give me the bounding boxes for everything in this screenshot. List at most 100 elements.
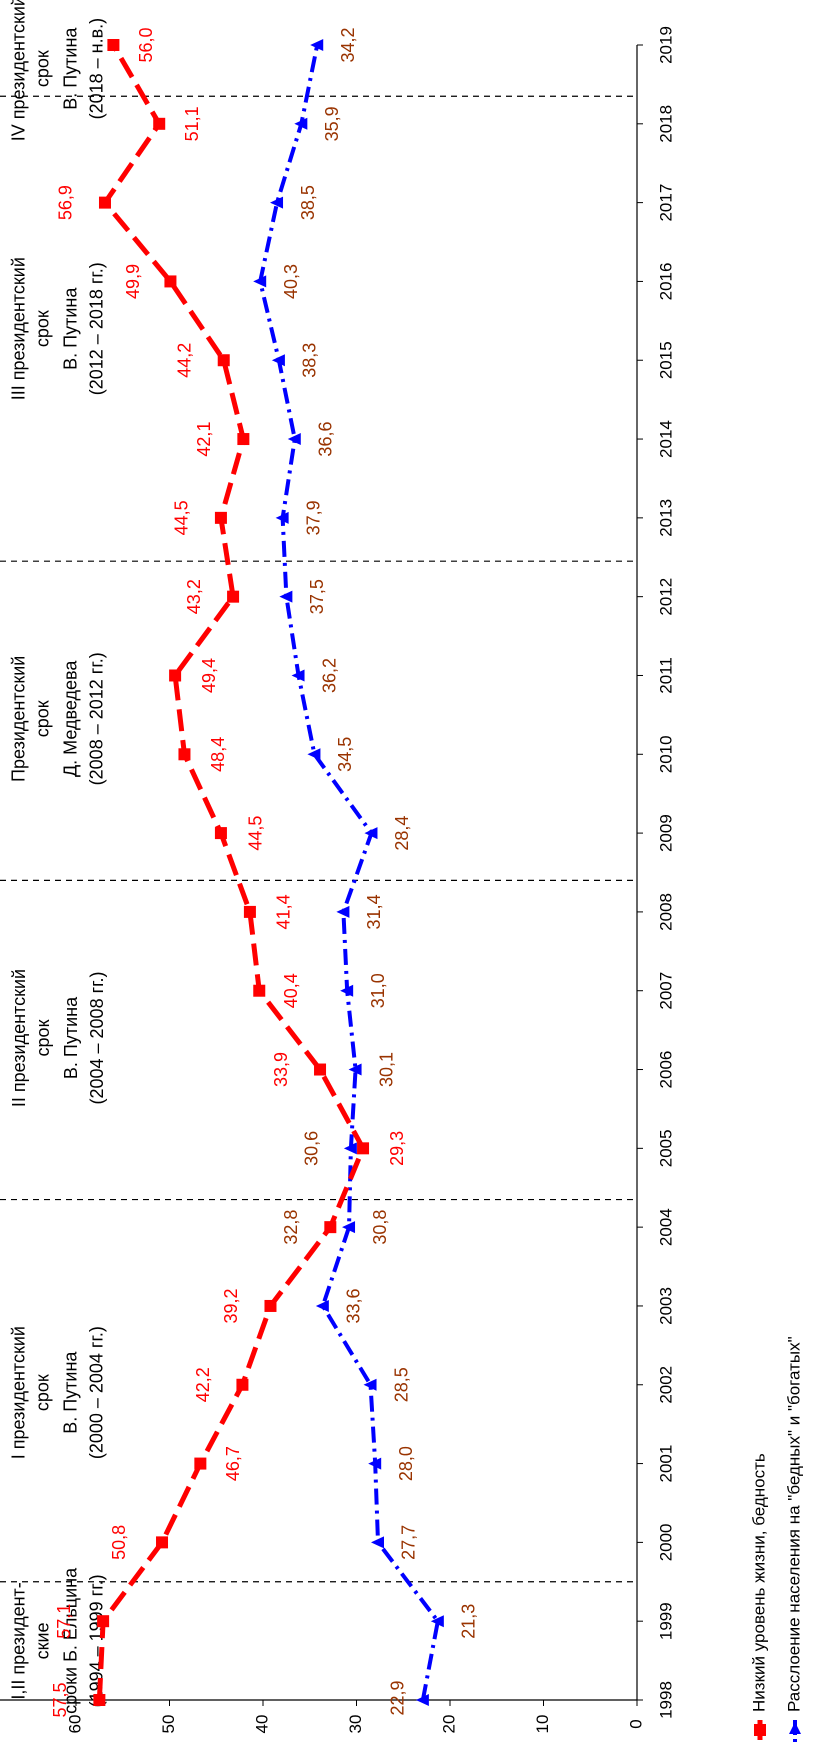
- series-inequality-marker: [307, 748, 321, 761]
- series-poverty-marker: [264, 1299, 277, 1312]
- chart-root: 0102030405060701998199920002001200220032…: [0, 0, 803, 1742]
- series-inequality-marker: [342, 1221, 356, 1234]
- inequality-data-label: 22,9: [388, 1680, 408, 1715]
- inequality-data-label: 30,8: [370, 1210, 390, 1245]
- series-poverty-marker: [314, 1063, 327, 1076]
- inequality-data-label: 31,4: [364, 894, 384, 929]
- series-poverty-marker: [253, 984, 266, 997]
- poverty-data-label: 49,9: [123, 264, 143, 299]
- poverty-data-label: 49,4: [199, 658, 219, 693]
- series-inequality-marker: [340, 984, 354, 997]
- term-label-line: II президентский: [9, 969, 29, 1107]
- series-poverty-marker: [153, 117, 166, 130]
- series-poverty-marker: [98, 196, 111, 209]
- poverty-data-label: 44,5: [246, 816, 266, 851]
- series-inequality-marker: [270, 196, 284, 209]
- poverty-data-label: 57,1: [54, 1604, 74, 1639]
- poverty-data-label: 46,7: [223, 1446, 243, 1481]
- series-poverty-marker: [217, 354, 230, 367]
- inequality-data-label: 37,5: [307, 579, 327, 614]
- inequality-data-label: 30,1: [376, 1052, 396, 1087]
- series-poverty-marker: [236, 1378, 249, 1391]
- year-tick-label: 2007: [656, 972, 675, 1010]
- inequality-data-label: 34,2: [338, 27, 358, 62]
- inequality-data-label: 30,6: [302, 1131, 322, 1166]
- year-tick-label: 2011: [656, 657, 675, 694]
- term-label-line: (2000 – 2004 гг.): [87, 1326, 107, 1459]
- year-tick-label: 1998: [656, 1681, 675, 1719]
- legend-poverty-marker: [754, 1724, 766, 1736]
- year-tick-label: 2002: [656, 1366, 675, 1404]
- poverty-data-label: 33,9: [271, 1052, 291, 1087]
- term-label-line: В. Путина: [61, 287, 81, 370]
- year-tick-label: 2013: [656, 499, 675, 537]
- series-inequality-marker: [430, 1615, 444, 1628]
- year-tick-label: 2004: [656, 1208, 675, 1246]
- year-tick-label: 2010: [656, 735, 675, 773]
- series-poverty-marker: [107, 39, 120, 51]
- term-label-line: I президентский: [9, 1326, 29, 1459]
- series-inequality-marker: [368, 1457, 382, 1470]
- year-tick-label: 2016: [656, 263, 675, 301]
- term-label-line: (2012 – 2018 гг.): [87, 262, 107, 395]
- year-tick-label: 2012: [656, 578, 675, 616]
- series-inequality-marker: [364, 827, 378, 840]
- series-inequality-marker: [253, 275, 267, 288]
- year-tick-label: 2006: [656, 1051, 675, 1089]
- term-label-line: срок: [33, 50, 53, 87]
- series-poverty-marker: [243, 905, 256, 918]
- year-tick-label: 2008: [656, 893, 675, 931]
- series-poverty-marker: [237, 433, 250, 446]
- inequality-data-label: 40,3: [281, 264, 301, 299]
- term-label-line: срок: [33, 1374, 53, 1411]
- value-tick-label: 10: [533, 1715, 552, 1734]
- term-label-line: срок: [33, 700, 53, 737]
- year-tick-label: 1999: [656, 1602, 675, 1640]
- series-inequality-marker: [415, 1694, 429, 1706]
- year-tick-label: 2009: [656, 814, 675, 852]
- poverty-data-label: 43,2: [184, 579, 204, 614]
- poverty-data-label: 29,3: [387, 1131, 407, 1166]
- series-inequality-marker: [294, 117, 308, 130]
- poverty-data-label: 32,8: [281, 1210, 301, 1245]
- series-inequality-marker: [371, 1536, 385, 1549]
- term-label-line: срок: [33, 1019, 53, 1056]
- inequality-data-label: 28,5: [391, 1367, 411, 1402]
- year-tick-label: 2019: [656, 26, 675, 64]
- legend-poverty-label: Низкий уровень жизни, бедность: [749, 1453, 768, 1712]
- series-poverty-marker: [97, 1615, 110, 1628]
- series-poverty-marker: [169, 669, 182, 682]
- inequality-data-label: 36,2: [319, 658, 339, 693]
- term-label-line: (2008 – 2012 гг.): [87, 652, 107, 785]
- year-tick-label: 2003: [656, 1287, 675, 1325]
- poverty-data-label: 42,2: [193, 1367, 213, 1402]
- term-label-line: сроки Б. Ельцина: [61, 1567, 81, 1714]
- series-poverty-marker: [194, 1457, 207, 1470]
- inequality-data-label: 33,6: [344, 1288, 364, 1323]
- series-poverty-marker: [214, 827, 227, 840]
- series-inequality-marker: [291, 669, 305, 682]
- poverty-data-label: 48,4: [208, 737, 228, 772]
- poverty-data-label: 39,2: [221, 1288, 241, 1323]
- series-inequality-marker: [279, 590, 293, 603]
- term-label-line: III президентский: [9, 257, 29, 400]
- term-label-line: срок: [33, 310, 53, 347]
- legend-inequality-marker: [789, 1722, 801, 1734]
- series-poverty-marker: [156, 1536, 169, 1549]
- term-label-line: I,II президент-: [9, 1582, 29, 1699]
- term-label-line: (1994 – 1999 гг.): [87, 1574, 107, 1707]
- inequality-data-label: 28,0: [396, 1446, 416, 1481]
- term-label-line: В. Путина: [61, 996, 81, 1079]
- series-inequality-marker: [275, 511, 289, 524]
- poverty-data-label: 41,4: [274, 894, 294, 929]
- legend-inequality-label: Расслоение населения на "бедных" и "бога…: [784, 1336, 803, 1712]
- inequality-data-label: 38,3: [300, 343, 320, 378]
- inequality-data-label: 35,9: [322, 106, 342, 141]
- value-tick-label: 50: [159, 1715, 178, 1734]
- series-inequality-line: [258, 44, 440, 1701]
- term-label-line: IV президентский: [9, 0, 29, 141]
- value-tick-label: 60: [65, 1715, 84, 1734]
- series-inequality-marker: [310, 39, 324, 51]
- term-label-line: (2018 – н.в.): [87, 18, 107, 120]
- value-tick-label: 30: [346, 1715, 365, 1734]
